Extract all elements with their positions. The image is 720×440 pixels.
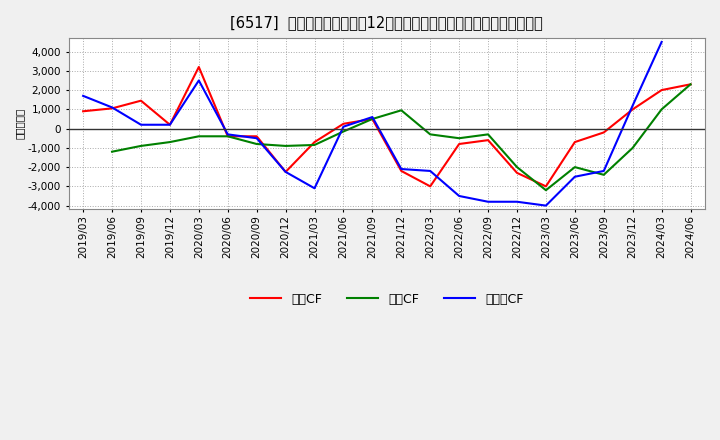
フリーCF [541,203,550,208]
フリーCF [397,166,405,172]
投資CF [137,143,145,149]
フリーCF [600,169,608,174]
投資CF [108,149,117,154]
フリーCF [223,132,232,137]
営業CF [426,184,435,189]
営業CF [137,98,145,103]
営業CF [541,184,550,189]
営業CF [629,107,637,112]
フリーCF [513,199,521,205]
営業CF [252,134,261,139]
営業CF [513,170,521,176]
投資CF [339,129,348,134]
営業CF [166,122,174,128]
Y-axis label: （百万円）: （百万円） [15,108,25,139]
営業CF [686,82,695,87]
営業CF [484,138,492,143]
Title: [6517]  キャッシュフローの12か月移動合計の対前年同期増減額の推移: [6517] キャッシュフローの12か月移動合計の対前年同期増減額の推移 [230,15,543,30]
Line: 営業CF: 営業CF [83,67,690,187]
投資CF [397,108,405,113]
営業CF [455,141,464,147]
フリーCF [108,105,117,110]
フリーCF [310,186,319,191]
投資CF [426,132,435,137]
フリーCF [657,39,666,44]
フリーCF [570,174,579,180]
営業CF [310,139,319,145]
Line: 投資CF: 投資CF [112,84,690,190]
投資CF [570,165,579,170]
営業CF [78,109,87,114]
フリーCF [484,199,492,205]
投資CF [166,139,174,145]
営業CF [339,121,348,126]
投資CF [194,134,203,139]
営業CF [657,88,666,93]
営業CF [194,64,203,70]
投資CF [282,143,290,149]
フリーCF [629,103,637,108]
フリーCF [426,169,435,174]
投資CF [368,116,377,121]
フリーCF [78,93,87,99]
投資CF [310,142,319,147]
投資CF [513,165,521,170]
投資CF [629,145,637,150]
営業CF [108,106,117,111]
フリーCF [252,136,261,141]
投資CF [541,187,550,193]
フリーCF [137,122,145,128]
投資CF [455,136,464,141]
投資CF [657,107,666,112]
営業CF [570,139,579,145]
投資CF [600,172,608,177]
Line: フリーCF: フリーCF [83,42,662,205]
投資CF [252,141,261,147]
投資CF [223,134,232,139]
Legend: 営業CF, 投資CF, フリーCF: 営業CF, 投資CF, フリーCF [245,288,528,311]
営業CF [282,169,290,175]
投資CF [686,82,695,87]
投資CF [484,132,492,137]
営業CF [368,116,377,121]
フリーCF [194,78,203,83]
営業CF [397,169,405,174]
営業CF [223,134,232,139]
営業CF [600,130,608,135]
フリーCF [339,124,348,129]
フリーCF [282,169,290,175]
フリーCF [368,114,377,120]
フリーCF [455,193,464,198]
フリーCF [166,122,174,128]
